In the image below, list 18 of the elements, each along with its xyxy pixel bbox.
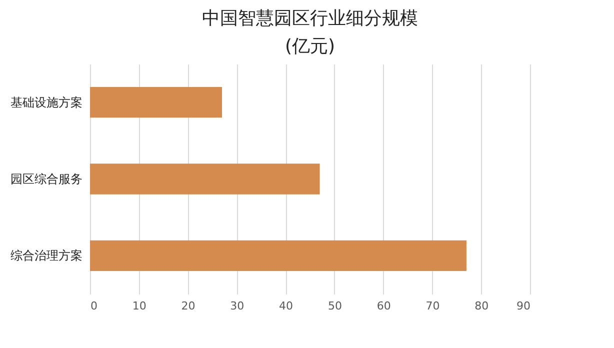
x-tick-label: 10	[132, 300, 146, 312]
x-tick-label: 70	[426, 300, 440, 312]
y-tick-label: 综合治理方案	[10, 248, 82, 263]
x-tick-label: 40	[279, 300, 294, 312]
x-tick-label: 90	[516, 300, 530, 312]
bar	[90, 164, 320, 194]
chart-subtitle: (亿元)	[284, 36, 336, 57]
y-tick-label: 园区综合服务	[10, 172, 82, 186]
x-tick-label: 30	[230, 300, 244, 312]
bar	[90, 87, 222, 118]
x-tick-label: 80	[474, 300, 489, 312]
y-tick-label: 基础设施方案	[10, 95, 82, 110]
bar	[90, 240, 466, 271]
x-tick-label: 20	[181, 300, 196, 312]
x-tick-label: 0	[90, 300, 98, 312]
x-tick-label: 60	[376, 300, 391, 312]
x-tick-label: 50	[328, 300, 342, 312]
chart-title: 中国智慧园区行业细分规模	[202, 8, 418, 29]
